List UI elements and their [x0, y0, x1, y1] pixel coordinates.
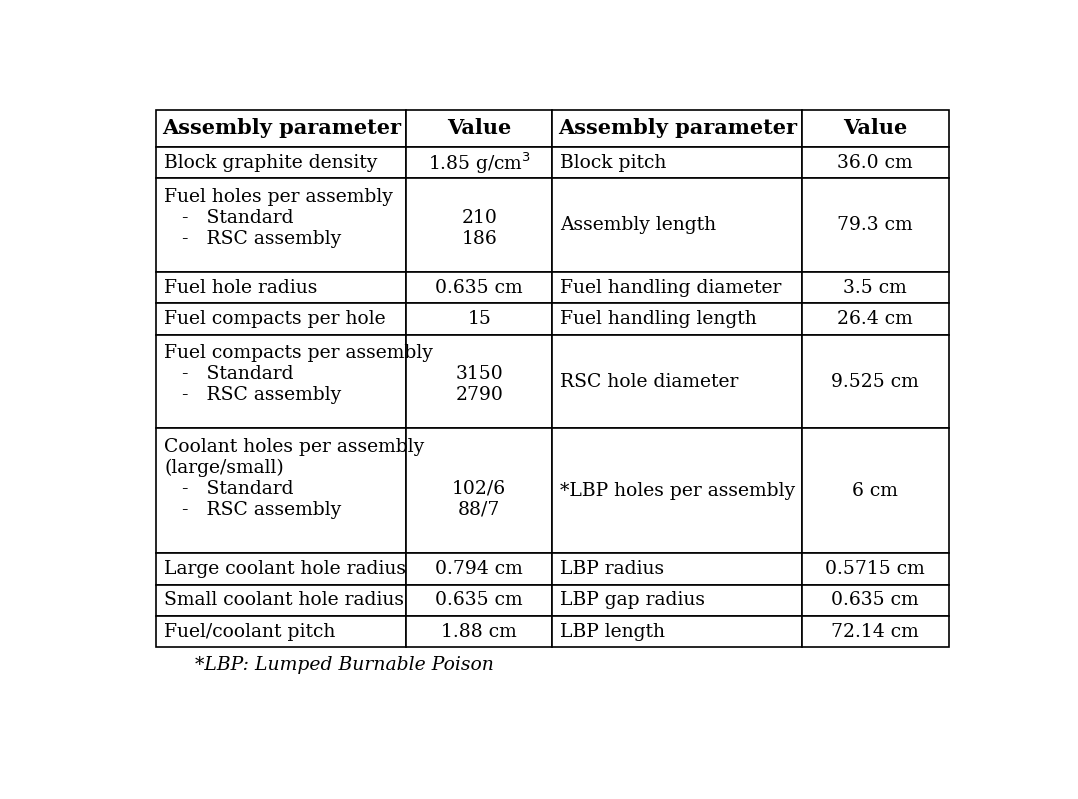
Text: LBP gap radius: LBP gap radius: [561, 591, 705, 610]
Text: Large coolant hole radius: Large coolant hole radius: [164, 560, 406, 578]
Text: 88/7: 88/7: [458, 500, 500, 519]
Text: 0.794 cm: 0.794 cm: [436, 560, 523, 578]
Text: Fuel handling length: Fuel handling length: [561, 310, 757, 328]
Bar: [156, 304, 406, 335]
Bar: [406, 272, 553, 304]
Text: Assembly parameter: Assembly parameter: [162, 118, 401, 138]
Bar: [406, 109, 553, 147]
Bar: [802, 335, 949, 428]
Text: Assembly parameter: Assembly parameter: [557, 118, 797, 138]
Bar: [553, 304, 802, 335]
Bar: [553, 178, 802, 272]
Bar: [553, 335, 802, 428]
Bar: [406, 335, 553, 428]
Bar: [802, 147, 949, 178]
Text: -   Standard: - Standard: [164, 365, 293, 383]
Text: 6 cm: 6 cm: [853, 482, 898, 500]
Bar: [553, 554, 802, 585]
Text: 3150: 3150: [455, 365, 503, 383]
Text: 186: 186: [461, 229, 497, 248]
Text: 1.88 cm: 1.88 cm: [441, 622, 517, 641]
Bar: [156, 554, 406, 585]
Text: 3.5 cm: 3.5 cm: [843, 279, 907, 297]
Bar: [802, 272, 949, 304]
Bar: [156, 272, 406, 304]
Bar: [156, 147, 406, 178]
Text: 72.14 cm: 72.14 cm: [831, 622, 920, 641]
Bar: [156, 585, 406, 616]
Bar: [156, 178, 406, 272]
Bar: [156, 335, 406, 428]
Bar: [553, 272, 802, 304]
Text: Fuel/coolant pitch: Fuel/coolant pitch: [164, 622, 335, 641]
Text: 0.5715 cm: 0.5715 cm: [826, 560, 925, 578]
Text: 0.635 cm: 0.635 cm: [436, 279, 523, 297]
Text: 15: 15: [467, 310, 492, 328]
Text: Value: Value: [447, 118, 511, 138]
Text: Fuel hole radius: Fuel hole radius: [164, 279, 318, 297]
Text: -   RSC assembly: - RSC assembly: [164, 229, 342, 248]
Text: 102/6: 102/6: [452, 479, 507, 498]
Bar: [156, 616, 406, 647]
Text: 9.525 cm: 9.525 cm: [831, 372, 920, 391]
Text: -   RSC assembly: - RSC assembly: [164, 386, 342, 403]
Text: Small coolant hole radius: Small coolant hole radius: [164, 591, 404, 610]
Text: 0.635 cm: 0.635 cm: [436, 591, 523, 610]
Text: Block graphite density: Block graphite density: [164, 154, 377, 172]
Text: (large/small): (large/small): [164, 459, 284, 477]
Text: 210: 210: [461, 209, 497, 227]
Text: 2790: 2790: [455, 386, 503, 403]
Bar: [802, 428, 949, 554]
Bar: [553, 109, 802, 147]
Bar: [406, 585, 553, 616]
Text: 36.0 cm: 36.0 cm: [838, 154, 913, 172]
Bar: [406, 304, 553, 335]
Bar: [406, 554, 553, 585]
Bar: [156, 428, 406, 554]
Text: Value: Value: [843, 118, 908, 138]
Bar: [802, 109, 949, 147]
Bar: [553, 147, 802, 178]
Text: LBP length: LBP length: [561, 622, 665, 641]
Text: RSC hole diameter: RSC hole diameter: [561, 372, 738, 391]
Bar: [406, 147, 553, 178]
Bar: [802, 585, 949, 616]
Text: Fuel compacts per assembly: Fuel compacts per assembly: [164, 344, 433, 362]
Bar: [406, 428, 553, 554]
Bar: [553, 585, 802, 616]
Text: Assembly length: Assembly length: [561, 217, 717, 234]
Text: *LBP holes per assembly: *LBP holes per assembly: [561, 482, 796, 500]
Bar: [406, 616, 553, 647]
Bar: [156, 109, 406, 147]
Text: LBP radius: LBP radius: [561, 560, 664, 578]
Text: Fuel handling diameter: Fuel handling diameter: [561, 279, 782, 297]
Text: 0.635 cm: 0.635 cm: [831, 591, 920, 610]
Bar: [802, 616, 949, 647]
Text: 1.85 g/cm$^{3}$: 1.85 g/cm$^{3}$: [428, 150, 530, 176]
Text: Fuel holes per assembly: Fuel holes per assembly: [164, 188, 393, 205]
Text: -   Standard: - Standard: [164, 209, 293, 227]
Text: 26.4 cm: 26.4 cm: [838, 310, 913, 328]
Text: -   Standard: - Standard: [164, 479, 293, 498]
Bar: [406, 178, 553, 272]
Bar: [553, 428, 802, 554]
Text: *LBP: Lumped Burnable Poison: *LBP: Lumped Burnable Poison: [195, 656, 494, 674]
Text: 79.3 cm: 79.3 cm: [838, 217, 913, 234]
Text: Fuel compacts per hole: Fuel compacts per hole: [164, 310, 386, 328]
Text: Block pitch: Block pitch: [561, 154, 666, 172]
Text: Coolant holes per assembly: Coolant holes per assembly: [164, 438, 425, 455]
Bar: [802, 178, 949, 272]
Bar: [553, 616, 802, 647]
Bar: [802, 554, 949, 585]
Text: -   RSC assembly: - RSC assembly: [164, 500, 342, 519]
Bar: [802, 304, 949, 335]
